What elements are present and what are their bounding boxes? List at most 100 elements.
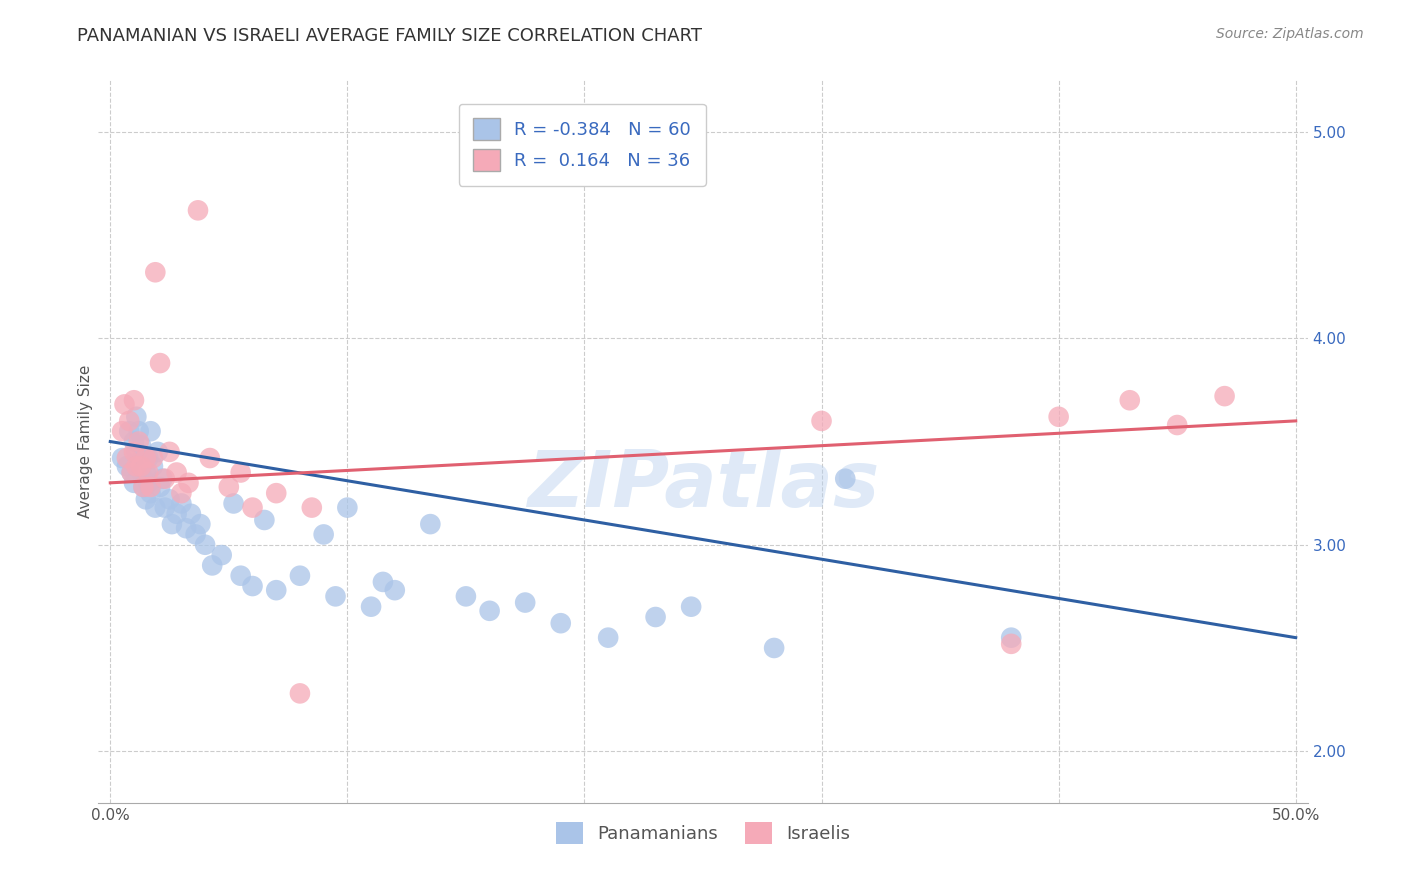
Point	[644, 610, 666, 624]
Point	[1047, 409, 1070, 424]
Point	[834, 472, 856, 486]
Point	[170, 486, 193, 500]
Point	[136, 466, 159, 480]
Point	[194, 538, 217, 552]
Point	[288, 686, 311, 700]
Point	[177, 475, 200, 490]
Point	[142, 451, 165, 466]
Point	[336, 500, 359, 515]
Point	[184, 527, 207, 541]
Point	[142, 459, 165, 474]
Point	[143, 265, 166, 279]
Text: ZIPatlas: ZIPatlas	[527, 447, 879, 523]
Point	[384, 583, 406, 598]
Point	[129, 466, 152, 480]
Point	[122, 475, 145, 490]
Point	[128, 424, 150, 438]
Point	[149, 480, 172, 494]
Point	[1119, 393, 1142, 408]
Point	[115, 459, 138, 474]
Point	[190, 517, 212, 532]
Point	[139, 424, 162, 438]
Point	[136, 475, 159, 490]
Point	[229, 466, 252, 480]
Text: Source: ZipAtlas.com: Source: ZipAtlas.com	[1216, 27, 1364, 41]
Point	[1213, 389, 1236, 403]
Point	[763, 640, 786, 655]
Point	[129, 439, 152, 453]
Point	[122, 445, 145, 459]
Point	[301, 500, 323, 515]
Point	[159, 445, 181, 459]
Point	[121, 466, 143, 480]
Point	[264, 486, 287, 500]
Point	[515, 596, 537, 610]
Point	[312, 527, 335, 541]
Point	[681, 599, 703, 614]
Point	[132, 451, 155, 466]
Point	[136, 451, 159, 466]
Point	[371, 574, 394, 589]
Point	[166, 507, 188, 521]
Legend: Panamanians, Israelis: Panamanians, Israelis	[548, 815, 858, 852]
Point	[229, 568, 252, 582]
Point	[114, 397, 136, 411]
Point	[1000, 631, 1022, 645]
Point	[360, 599, 382, 614]
Point	[288, 568, 311, 582]
Point	[125, 459, 148, 474]
Point	[419, 517, 441, 532]
Point	[160, 517, 183, 532]
Point	[810, 414, 832, 428]
Point	[149, 356, 172, 370]
Point	[132, 480, 155, 494]
Point	[242, 579, 264, 593]
Point	[143, 500, 166, 515]
Point	[598, 631, 620, 645]
Point	[125, 445, 148, 459]
Point	[118, 414, 141, 428]
Point	[166, 466, 188, 480]
Point	[1166, 417, 1188, 432]
Point	[218, 480, 240, 494]
Point	[122, 434, 145, 449]
Point	[478, 604, 501, 618]
Point	[139, 480, 162, 494]
Point	[132, 480, 155, 494]
Point	[125, 409, 148, 424]
Point	[153, 500, 176, 515]
Point	[122, 393, 145, 408]
Point	[128, 434, 150, 449]
Point	[454, 590, 477, 604]
Point	[146, 445, 169, 459]
Point	[128, 455, 150, 469]
Point	[1000, 637, 1022, 651]
Point	[222, 496, 245, 510]
Point	[111, 424, 134, 438]
Point	[129, 459, 152, 474]
Point	[550, 616, 572, 631]
Point	[211, 548, 233, 562]
Point	[159, 492, 181, 507]
Point	[170, 496, 193, 510]
Point	[152, 472, 174, 486]
Point	[174, 521, 197, 535]
Point	[135, 492, 157, 507]
Text: PANAMANIAN VS ISRAELI AVERAGE FAMILY SIZE CORRELATION CHART: PANAMANIAN VS ISRAELI AVERAGE FAMILY SIZ…	[77, 27, 703, 45]
Point	[180, 507, 202, 521]
Y-axis label: Average Family Size: Average Family Size	[77, 365, 93, 518]
Point	[187, 203, 209, 218]
Point	[325, 590, 347, 604]
Point	[111, 451, 134, 466]
Point	[253, 513, 276, 527]
Point	[139, 486, 162, 500]
Point	[201, 558, 224, 573]
Point	[264, 583, 287, 598]
Point	[153, 472, 176, 486]
Point	[115, 451, 138, 466]
Point	[118, 424, 141, 438]
Point	[242, 500, 264, 515]
Point	[135, 466, 157, 480]
Point	[135, 451, 157, 466]
Point	[198, 451, 221, 466]
